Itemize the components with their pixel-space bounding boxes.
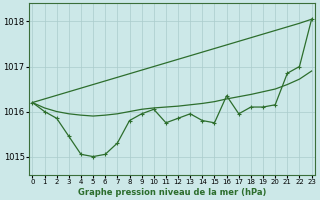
X-axis label: Graphe pression niveau de la mer (hPa): Graphe pression niveau de la mer (hPa) (78, 188, 266, 197)
